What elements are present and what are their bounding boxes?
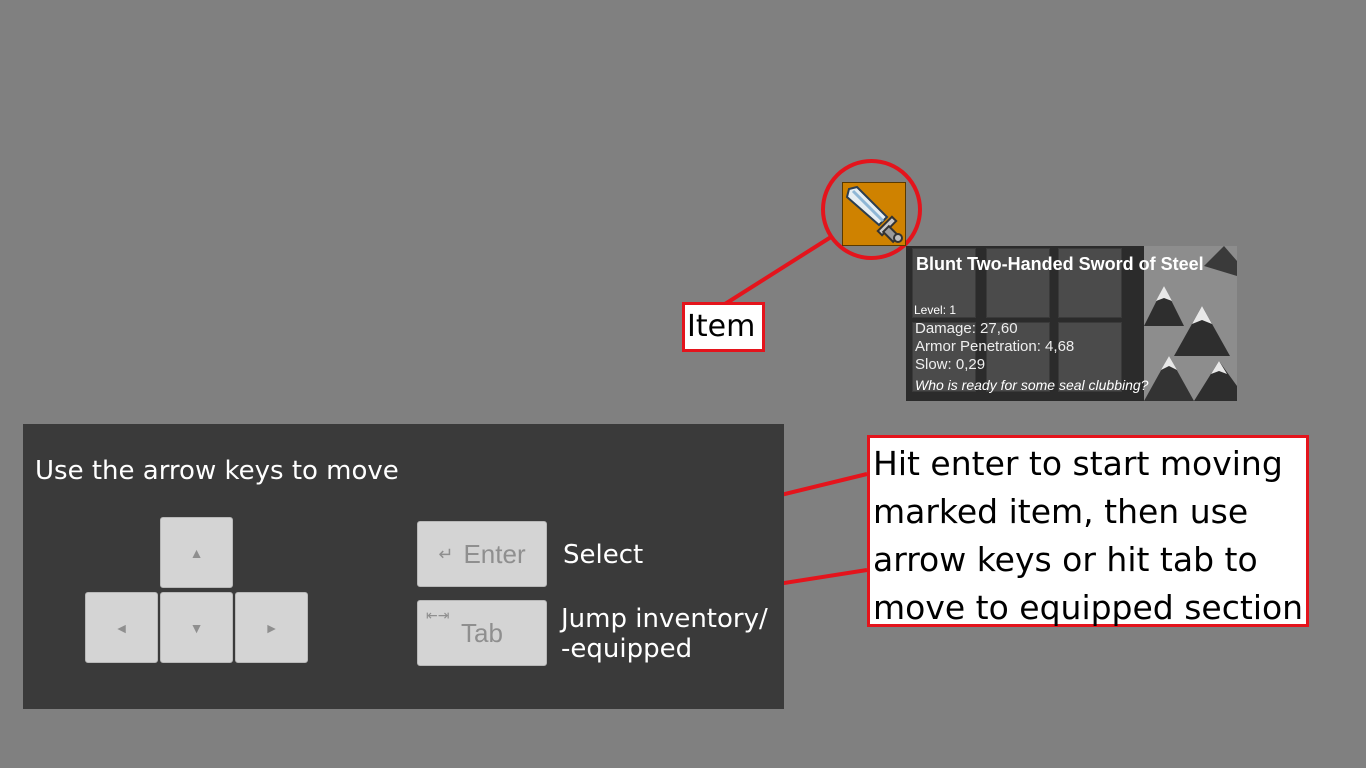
grid-cell (912, 322, 976, 392)
item-stat: Damage: 27,60 (915, 320, 1018, 337)
mountain-background (1144, 246, 1237, 401)
left-arrow-key[interactable]: ◄ (85, 592, 158, 663)
down-arrow-icon: ▼ (189, 619, 204, 636)
item-tooltip: Blunt Two-Handed Sword of Steel Level: 1… (906, 246, 1237, 401)
tab-key-label: Tab (461, 617, 503, 648)
hint-callout-box: Hit enter to start moving marked item, t… (867, 435, 1309, 627)
item-highlight-circle (821, 159, 922, 260)
sword-icon (845, 185, 903, 244)
enter-key-label: Enter (463, 538, 526, 569)
tab-action-line2: -equipped (561, 634, 693, 664)
enter-icon: ↵ (438, 543, 454, 564)
right-arrow-key[interactable]: ► (235, 592, 308, 663)
item-callout-line (723, 235, 833, 306)
controls-panel: Use the arrow keys to move ▲ ◄ ▼ ► ↵ Ent… (23, 424, 784, 709)
enter-key[interactable]: ↵ Enter (417, 521, 547, 587)
left-arrow-icon: ◄ (114, 619, 129, 636)
right-arrow-icon: ► (264, 619, 279, 636)
grid-cell (986, 248, 1050, 318)
tab-icon: ⇤⇥ (426, 607, 450, 623)
inventory-item-slot[interactable] (842, 182, 906, 246)
up-arrow-key[interactable]: ▲ (160, 517, 233, 588)
item-stat: Armor Penetration: 4,68 (915, 338, 1075, 355)
up-arrow-icon: ▲ (189, 544, 204, 561)
down-arrow-key[interactable]: ▼ (160, 592, 233, 663)
controls-title: Use the arrow keys to move (35, 456, 399, 486)
enter-action-label: Select (563, 540, 644, 570)
item-stat: Slow: 0,29 (915, 356, 986, 373)
grid-cell (1058, 322, 1122, 392)
item-name: Blunt Two-Handed Sword of Steel (916, 254, 1204, 274)
grid-cell (912, 248, 976, 318)
item-callout-label: Item (682, 302, 765, 352)
tab-key[interactable]: ⇤⇥ Tab (417, 600, 547, 666)
tab-action-label: Jump inventory/ -equipped (561, 604, 768, 664)
grid-cell (1058, 248, 1122, 318)
item-flavor-text: Who is ready for some seal clubbing? (915, 377, 1149, 393)
tab-action-line1: Jump inventory/ (561, 604, 768, 634)
grid-cell (986, 322, 1050, 392)
item-level: Level: 1 (914, 303, 957, 317)
